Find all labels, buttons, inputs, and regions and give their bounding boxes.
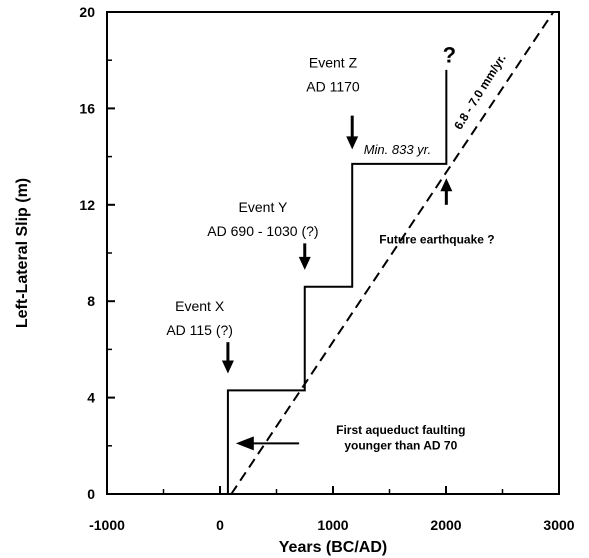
arrow-aqueduct <box>235 436 300 451</box>
y-tick-label: 20 <box>79 4 95 20</box>
arrow-event-x <box>221 342 234 374</box>
arrow-event-z <box>346 115 359 150</box>
question-mark-label: ? <box>443 43 456 68</box>
arrow-future <box>440 178 453 205</box>
event-x-date-label: AD 115 (?) <box>166 322 233 338</box>
y-tick-label: 8 <box>87 293 95 309</box>
rate-dashed-line <box>230 11 555 495</box>
future-eq-label: Future earthquake ? <box>379 232 494 246</box>
x-tick-label: 2000 <box>430 517 461 533</box>
aqueduct-line2-label: younger than AD 70 <box>344 438 457 452</box>
y-tick-label: 12 <box>79 197 95 213</box>
event-x-name-label: Event X <box>175 298 225 314</box>
x-tick-label: 0 <box>216 517 224 533</box>
x-tick-label: -1000 <box>89 517 125 533</box>
chart-annotations: Event Z AD 1170 Event Y AD 690 - 1030 (?) Ev… <box>166 43 508 453</box>
x-tick-label: 1000 <box>317 517 348 533</box>
chart-arrows <box>221 115 453 451</box>
y-tick-label: 4 <box>87 390 95 406</box>
x-tick-label: 3000 <box>543 517 574 533</box>
min-interval-label: Min. 833 yr. <box>364 142 431 157</box>
y-tick-label: 0 <box>87 486 95 502</box>
y-axis-title: Left-Lateral Slip (m) <box>14 178 31 328</box>
aqueduct-line1-label: First aqueduct faulting <box>336 423 465 437</box>
event-y-name-label: Event Y <box>239 199 288 215</box>
event-y-date-label: AD 690 - 1030 (?) <box>207 223 318 239</box>
y-tick-label: 16 <box>79 100 95 116</box>
arrow-event-y <box>298 243 311 270</box>
chart-series <box>226 11 555 495</box>
axis-ticks: -1000 0 1000 2000 3000 0 4 8 12 16 20 <box>79 4 574 533</box>
event-z-date-label: AD 1170 <box>306 79 360 95</box>
event-z-name-label: Event Z <box>309 54 358 70</box>
cumulative-slip-step-line <box>226 69 448 494</box>
x-axis-title: Years (BC/AD) <box>279 539 387 556</box>
